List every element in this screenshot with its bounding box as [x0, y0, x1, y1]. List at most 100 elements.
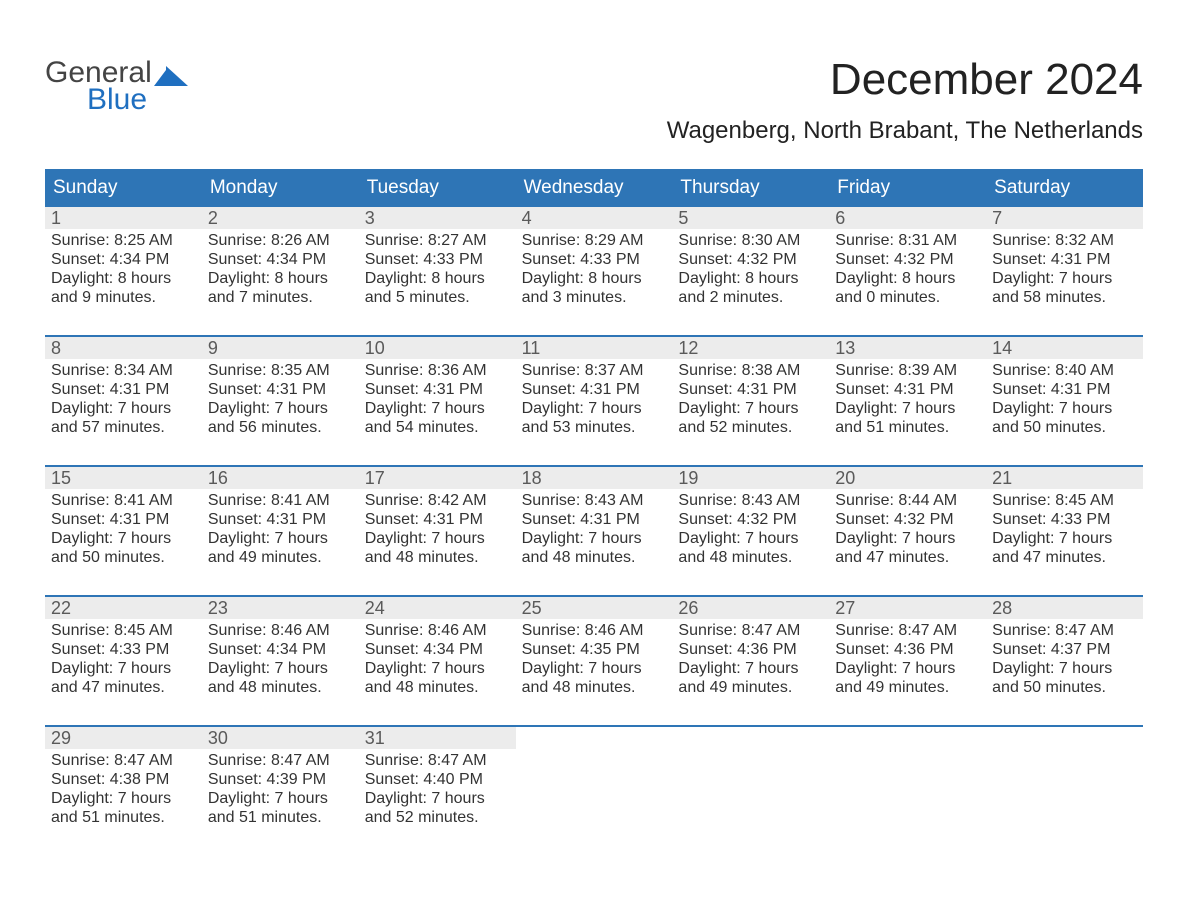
day-sunset: Sunset: 4:32 PM — [835, 250, 980, 269]
day-daylight2: and 50 minutes. — [992, 678, 1137, 697]
day-sunrise: Sunrise: 8:31 AM — [835, 231, 980, 250]
day-sunset: Sunset: 4:33 PM — [992, 510, 1137, 529]
day-sunrise: Sunrise: 8:45 AM — [992, 491, 1137, 510]
day-number: 27 — [829, 597, 986, 619]
day-daylight2: and 47 minutes. — [51, 678, 196, 697]
page-title: December 2024 — [667, 55, 1143, 105]
day-sunrise: Sunrise: 8:46 AM — [208, 621, 353, 640]
day-sunset: Sunset: 4:38 PM — [51, 770, 196, 789]
day-daylight2: and 52 minutes. — [678, 418, 823, 437]
day-daylight1: Daylight: 8 hours — [678, 269, 823, 288]
day-number: 6 — [829, 207, 986, 229]
day-daylight2: and 50 minutes. — [992, 418, 1137, 437]
day-daylight2: and 2 minutes. — [678, 288, 823, 307]
day-daylight2: and 48 minutes. — [522, 678, 667, 697]
day-cell: Sunrise: 8:46 AMSunset: 4:34 PMDaylight:… — [359, 619, 516, 725]
day-number — [672, 727, 829, 749]
day-number: 17 — [359, 467, 516, 489]
day-number: 3 — [359, 207, 516, 229]
day-cell — [672, 749, 829, 855]
logo: General Blue — [45, 55, 188, 113]
day-sunrise: Sunrise: 8:38 AM — [678, 361, 823, 380]
day-sunset: Sunset: 4:31 PM — [992, 250, 1137, 269]
day-cell: Sunrise: 8:46 AMSunset: 4:34 PMDaylight:… — [202, 619, 359, 725]
day-number: 28 — [986, 597, 1143, 619]
day-cell: Sunrise: 8:27 AMSunset: 4:33 PMDaylight:… — [359, 229, 516, 335]
day-sunrise: Sunrise: 8:46 AM — [522, 621, 667, 640]
weekday-header: Thursday — [672, 171, 829, 205]
weekday-header: Saturday — [986, 171, 1143, 205]
day-sunrise: Sunrise: 8:46 AM — [365, 621, 510, 640]
day-daylight2: and 49 minutes. — [835, 678, 980, 697]
day-number: 13 — [829, 337, 986, 359]
day-cell: Sunrise: 8:47 AMSunset: 4:38 PMDaylight:… — [45, 749, 202, 855]
day-cell: Sunrise: 8:41 AMSunset: 4:31 PMDaylight:… — [202, 489, 359, 595]
day-cell: Sunrise: 8:44 AMSunset: 4:32 PMDaylight:… — [829, 489, 986, 595]
day-number: 25 — [516, 597, 673, 619]
day-daylight1: Daylight: 7 hours — [51, 529, 196, 548]
day-daylight1: Daylight: 7 hours — [992, 269, 1137, 288]
day-number: 12 — [672, 337, 829, 359]
day-daylight1: Daylight: 7 hours — [208, 789, 353, 808]
day-sunset: Sunset: 4:31 PM — [522, 380, 667, 399]
day-sunrise: Sunrise: 8:47 AM — [678, 621, 823, 640]
day-cell: Sunrise: 8:35 AMSunset: 4:31 PMDaylight:… — [202, 359, 359, 465]
day-daylight2: and 49 minutes. — [678, 678, 823, 697]
day-cell — [986, 749, 1143, 855]
day-number: 11 — [516, 337, 673, 359]
day-sunset: Sunset: 4:33 PM — [51, 640, 196, 659]
day-sunset: Sunset: 4:31 PM — [365, 380, 510, 399]
day-number: 29 — [45, 727, 202, 749]
day-number: 1 — [45, 207, 202, 229]
day-cell: Sunrise: 8:45 AMSunset: 4:33 PMDaylight:… — [986, 489, 1143, 595]
day-cell: Sunrise: 8:26 AMSunset: 4:34 PMDaylight:… — [202, 229, 359, 335]
day-cell: Sunrise: 8:40 AMSunset: 4:31 PMDaylight:… — [986, 359, 1143, 465]
day-number: 7 — [986, 207, 1143, 229]
day-daylight1: Daylight: 7 hours — [365, 529, 510, 548]
day-number: 22 — [45, 597, 202, 619]
day-number: 31 — [359, 727, 516, 749]
week-row: 15161718192021Sunrise: 8:41 AMSunset: 4:… — [45, 465, 1143, 595]
day-daylight1: Daylight: 8 hours — [365, 269, 510, 288]
day-cell: Sunrise: 8:30 AMSunset: 4:32 PMDaylight:… — [672, 229, 829, 335]
logo-text-top: General — [45, 59, 152, 86]
day-sunset: Sunset: 4:32 PM — [678, 250, 823, 269]
day-daylight2: and 47 minutes. — [835, 548, 980, 567]
day-number-row: 891011121314 — [45, 337, 1143, 359]
day-number — [986, 727, 1143, 749]
day-sunrise: Sunrise: 8:32 AM — [992, 231, 1137, 250]
weekday-header: Monday — [202, 171, 359, 205]
day-sunrise: Sunrise: 8:26 AM — [208, 231, 353, 250]
day-cell: Sunrise: 8:34 AMSunset: 4:31 PMDaylight:… — [45, 359, 202, 465]
week-row: 293031Sunrise: 8:47 AMSunset: 4:38 PMDay… — [45, 725, 1143, 855]
day-cell: Sunrise: 8:46 AMSunset: 4:35 PMDaylight:… — [516, 619, 673, 725]
day-daylight1: Daylight: 7 hours — [835, 659, 980, 678]
day-sunset: Sunset: 4:31 PM — [51, 380, 196, 399]
day-daylight1: Daylight: 7 hours — [992, 399, 1137, 418]
day-number-row: 22232425262728 — [45, 597, 1143, 619]
day-daylight2: and 56 minutes. — [208, 418, 353, 437]
day-daylight2: and 51 minutes. — [51, 808, 196, 827]
day-number: 2 — [202, 207, 359, 229]
day-daylight1: Daylight: 7 hours — [51, 659, 196, 678]
day-sunset: Sunset: 4:31 PM — [208, 380, 353, 399]
day-daylight2: and 50 minutes. — [51, 548, 196, 567]
day-daylight2: and 47 minutes. — [992, 548, 1137, 567]
day-daylight2: and 52 minutes. — [365, 808, 510, 827]
day-sunrise: Sunrise: 8:42 AM — [365, 491, 510, 510]
weekday-header: Sunday — [45, 171, 202, 205]
day-daylight1: Daylight: 7 hours — [522, 399, 667, 418]
day-daylight2: and 49 minutes. — [208, 548, 353, 567]
day-daylight1: Daylight: 7 hours — [365, 789, 510, 808]
day-daylight2: and 48 minutes. — [365, 548, 510, 567]
day-number: 15 — [45, 467, 202, 489]
day-body-row: Sunrise: 8:47 AMSunset: 4:38 PM Daylight:… — [45, 749, 1143, 855]
day-sunset: Sunset: 4:36 PM — [835, 640, 980, 659]
day-daylight2: and 48 minutes. — [678, 548, 823, 567]
day-sunset: Sunset: 4:34 PM — [51, 250, 196, 269]
day-sunrise: Sunrise: 8:47 AM — [51, 751, 196, 770]
day-sunrise: Sunrise: 8:27 AM — [365, 231, 510, 250]
day-cell: Sunrise: 8:25 AMSunset: 4:34 PMDaylight:… — [45, 229, 202, 335]
day-daylight1: Daylight: 7 hours — [365, 659, 510, 678]
day-sunrise: Sunrise: 8:36 AM — [365, 361, 510, 380]
